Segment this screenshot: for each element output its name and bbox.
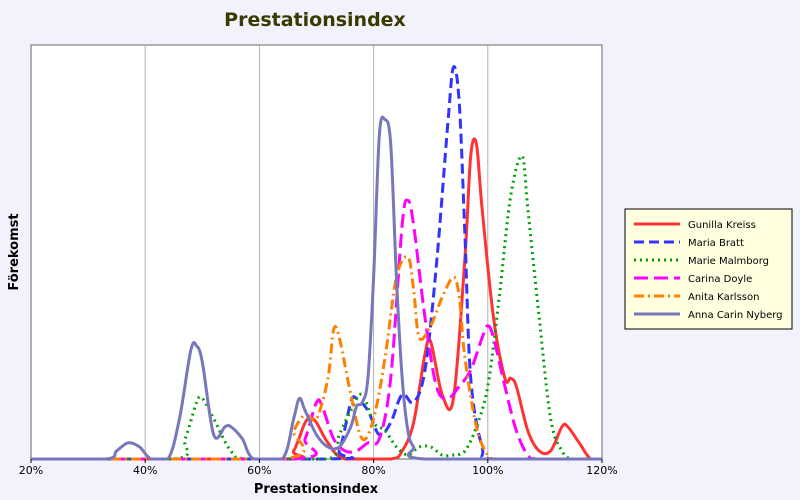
legend-label-anita-karlsson: Anita Karlsson <box>688 292 759 303</box>
legend-label-carina-doyle: Carina Doyle <box>688 274 752 285</box>
legend-label-gunilla-kreiss: Gunilla Kreiss <box>688 220 756 231</box>
y-axis-title: Förekomst <box>7 213 22 290</box>
x-tick-label: 20% <box>19 464 43 477</box>
x-tick-label: 80% <box>361 464 385 477</box>
series-group <box>31 65 602 461</box>
x-axis-title: Prestationsindex <box>254 482 379 497</box>
x-tick-label: 60% <box>247 464 271 477</box>
series-line-anna-carin-nyberg <box>31 115 602 461</box>
legend-box <box>624 208 793 330</box>
x-tick-label: 120% <box>586 464 617 477</box>
x-tick-label: 100% <box>472 464 503 477</box>
legend-label-marie-malmborg: Marie Malmborg <box>688 256 769 267</box>
x-tick-label: 40% <box>133 464 157 477</box>
legend-label-maria-bratt: Maria Bratt <box>688 238 744 249</box>
x-axis-ticks: 20% 40% 60% 80% 100% 120% <box>19 459 618 477</box>
chart-title: Prestationsindex <box>224 9 406 31</box>
legend-label-anna-carin-nyberg: Anna Carin Nyberg <box>688 310 783 321</box>
series-line-maria-bratt <box>31 65 602 461</box>
series-line-carina-doyle <box>31 198 602 461</box>
plot-area <box>30 44 603 460</box>
legend: Gunilla Kreiss Maria Bratt Marie Malmborg C… <box>624 208 793 330</box>
